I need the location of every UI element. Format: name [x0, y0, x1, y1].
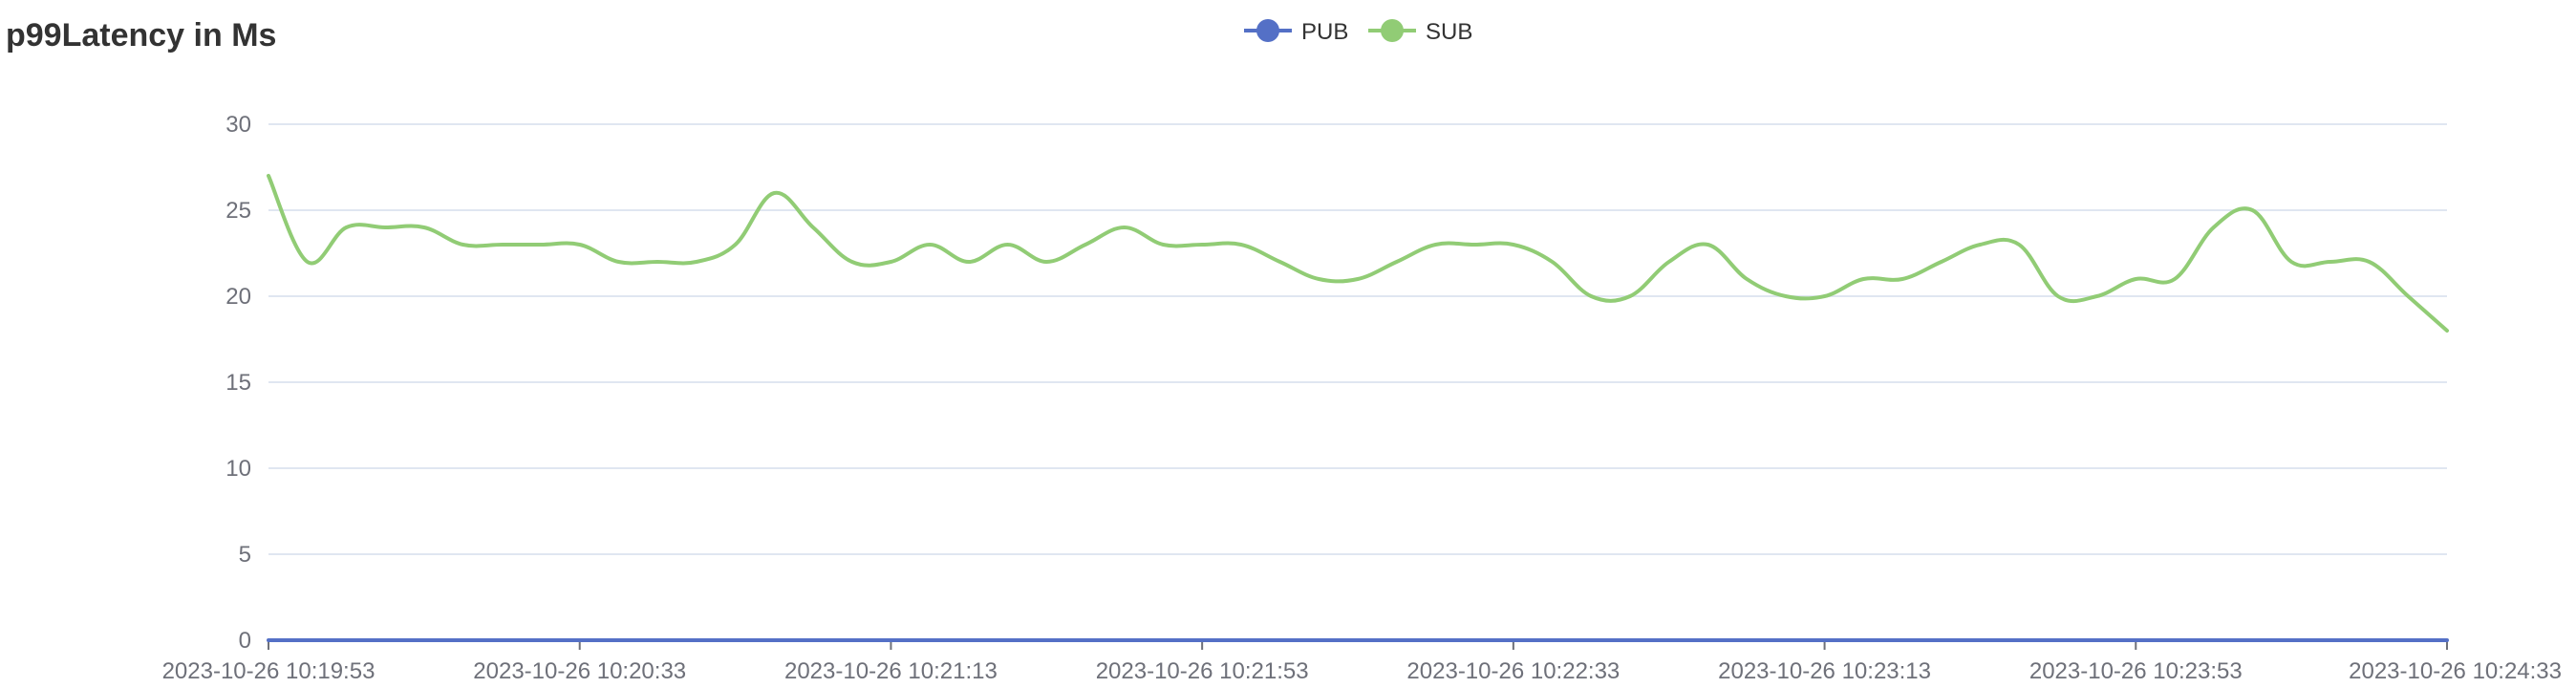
y-tick-label: 10 [225, 456, 251, 482]
y-tick-label: 0 [239, 628, 251, 654]
x-tick-label: 2023-10-26 10:24:33 [2349, 658, 2562, 684]
x-tick-label: 2023-10-26 10:23:13 [1718, 658, 1931, 684]
x-tick-label: 2023-10-26 10:21:13 [784, 658, 998, 684]
legend-item-pub[interactable]: PUB [1244, 19, 1348, 45]
chart-title: p99Latency in Ms [6, 17, 276, 54]
y-tick-label: 20 [225, 284, 251, 310]
grid-lines [268, 123, 2447, 555]
legend-label: PUB [1301, 19, 1348, 45]
y-tick-label: 5 [239, 542, 251, 568]
series-lines [267, 174, 2449, 642]
legend: PUB SUB [1244, 19, 1472, 45]
legend-item-sub[interactable]: SUB [1368, 19, 1472, 45]
x-tick-label: 2023-10-26 10:20:33 [473, 658, 686, 684]
x-tick-label: 2023-10-26 10:23:53 [2029, 658, 2243, 684]
y-axis: 0 5 10 15 20 25 30 [225, 112, 251, 654]
legend-label: SUB [1426, 19, 1472, 45]
x-axis: 2023-10-26 10:19:53 2023-10-26 10:20:33 20… [162, 639, 2562, 684]
x-tick-label: 2023-10-26 10:21:53 [1096, 658, 1309, 684]
series-line-sub [267, 174, 2449, 333]
legend-marker-icon [1381, 19, 1404, 42]
y-tick-label: 15 [225, 370, 251, 396]
y-tick-label: 30 [225, 112, 251, 138]
legend-marker-icon [1256, 19, 1279, 42]
x-tick-label: 2023-10-26 10:22:33 [1406, 658, 1620, 684]
x-tick-label: 2023-10-26 10:19:53 [162, 658, 376, 684]
y-tick-label: 25 [225, 198, 251, 224]
